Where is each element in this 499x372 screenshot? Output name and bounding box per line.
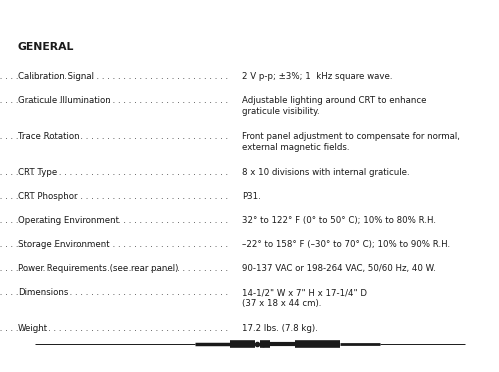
Text: Adjustable lighting around CRT to enhance: Adjustable lighting around CRT to enhanc… — [242, 96, 427, 105]
Text: Storage Environment: Storage Environment — [18, 240, 110, 249]
Text: . . . . . . . . . . . . . . . . . . . . . . . . . . . . . . . . . . . . . . . . : . . . . . . . . . . . . . . . . . . . . … — [0, 72, 228, 81]
Text: . . . . . . . . . . . . . . . . . . . . . . . . . . . . . . . . . . . . . . . . : . . . . . . . . . . . . . . . . . . . . … — [0, 288, 228, 297]
Text: graticule visibility.: graticule visibility. — [242, 107, 320, 116]
Text: Dimensions: Dimensions — [18, 288, 68, 297]
Text: . . . . . . . . . . . . . . . . . . . . . . . . . . . . . . . . . . . . . . . . : . . . . . . . . . . . . . . . . . . . . … — [0, 192, 228, 201]
Text: CRT Phosphor: CRT Phosphor — [18, 192, 77, 201]
Text: . . . . . . . . . . . . . . . . . . . . . . . . . . . . . . . . . . . . . . . . : . . . . . . . . . . . . . . . . . . . . … — [0, 264, 228, 273]
Text: 32° to 122° F (0° to 50° C); 10% to 80% R.H.: 32° to 122° F (0° to 50° C); 10% to 80% … — [242, 216, 436, 225]
Text: Weight: Weight — [18, 324, 48, 333]
Text: –22° to 158° F (–30° to 70° C); 10% to 90% R.H.: –22° to 158° F (–30° to 70° C); 10% to 9… — [242, 240, 450, 249]
Text: . . . . . . . . . . . . . . . . . . . . . . . . . . . . . . . . . . . . . . . . : . . . . . . . . . . . . . . . . . . . . … — [0, 216, 228, 225]
Text: . . . . . . . . . . . . . . . . . . . . . . . . . . . . . . . . . . . . . . . . : . . . . . . . . . . . . . . . . . . . . … — [0, 132, 228, 141]
Text: (37 x 18 x 44 cm).: (37 x 18 x 44 cm). — [242, 299, 321, 308]
Text: Calibration Signal: Calibration Signal — [18, 72, 94, 81]
Text: GENERAL: GENERAL — [18, 42, 74, 52]
Text: . . . . . . . . . . . . . . . . . . . . . . . . . . . . . . . . . . . . . . . . : . . . . . . . . . . . . . . . . . . . . … — [0, 96, 228, 105]
Text: 90-137 VAC or 198-264 VAC, 50/60 Hz, 40 W.: 90-137 VAC or 198-264 VAC, 50/60 Hz, 40 … — [242, 264, 436, 273]
Text: Power Requirements (see rear panel): Power Requirements (see rear panel) — [18, 264, 178, 273]
Text: . . . . . . . . . . . . . . . . . . . . . . . . . . . . . . . . . . . . . . . . : . . . . . . . . . . . . . . . . . . . . … — [0, 168, 228, 177]
Text: 14-1/2" W x 7" H x 17-1/4" D: 14-1/2" W x 7" H x 17-1/4" D — [242, 288, 367, 297]
Text: P31.: P31. — [242, 192, 261, 201]
Text: Trace Rotation: Trace Rotation — [18, 132, 80, 141]
Text: 17.2 lbs. (7.8 kg).: 17.2 lbs. (7.8 kg). — [242, 324, 318, 333]
Text: external magnetic fields.: external magnetic fields. — [242, 143, 349, 152]
Text: Front panel adjustment to compensate for normal,: Front panel adjustment to compensate for… — [242, 132, 460, 141]
Text: . . . . . . . . . . . . . . . . . . . . . . . . . . . . . . . . . . . . . . . . : . . . . . . . . . . . . . . . . . . . . … — [0, 324, 228, 333]
Text: CRT Type: CRT Type — [18, 168, 57, 177]
Text: . . . . . . . . . . . . . . . . . . . . . . . . . . . . . . . . . . . . . . . . : . . . . . . . . . . . . . . . . . . . . … — [0, 240, 228, 249]
Text: 2 V p-p; ±3%; 1  kHz square wave.: 2 V p-p; ±3%; 1 kHz square wave. — [242, 72, 393, 81]
Text: 8 x 10 divisions with internal graticule.: 8 x 10 divisions with internal graticule… — [242, 168, 410, 177]
Text: Graticule Illumination: Graticule Illumination — [18, 96, 111, 105]
Text: Operating Environment: Operating Environment — [18, 216, 119, 225]
